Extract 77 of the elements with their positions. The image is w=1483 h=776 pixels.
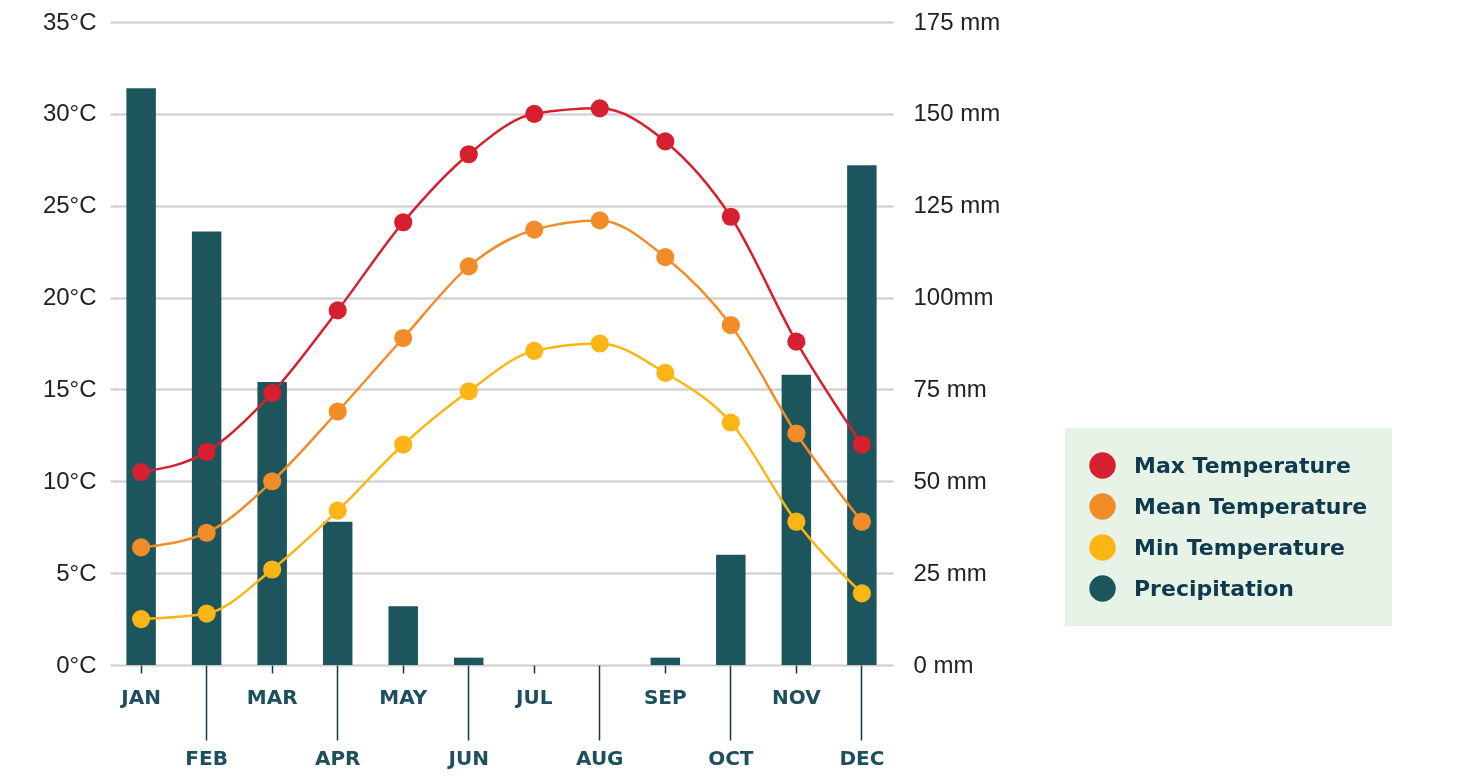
x-tick-label: MAY — [379, 684, 428, 709]
y-tick-label: 0°C — [56, 650, 97, 678]
point — [656, 132, 675, 151]
bar — [388, 606, 418, 665]
y-tick-label: 15°C — [42, 374, 97, 402]
point — [787, 512, 806, 531]
point — [132, 610, 151, 629]
point — [525, 104, 544, 123]
bar — [847, 165, 877, 665]
x-tick-label: FEB — [185, 745, 228, 770]
point — [394, 328, 413, 348]
x-tick-label: JUL — [514, 684, 553, 709]
x-tick-label: MAR — [246, 684, 298, 709]
bar — [716, 554, 746, 665]
point — [721, 413, 740, 432]
y-tick-label: 30°C — [42, 99, 97, 127]
x-tick-label: AUG — [576, 745, 624, 770]
point — [459, 257, 478, 276]
y2-tick-label: 25 mm — [913, 558, 987, 586]
y-tick-label: 35°C — [42, 7, 97, 35]
legend-label: Min Temperature — [1134, 534, 1345, 560]
point — [590, 334, 609, 353]
point — [328, 402, 347, 421]
y2-tick-label: 175 mm — [913, 7, 1001, 35]
point — [197, 604, 216, 623]
legend-label: Max Temperature — [1134, 452, 1351, 478]
point — [132, 463, 151, 482]
legend-label: Mean Temperature — [1134, 493, 1368, 519]
point — [525, 341, 544, 360]
y2-tick-label: 75 mm — [913, 374, 987, 402]
bar — [126, 88, 156, 665]
y-tick-label: 5°C — [56, 558, 97, 586]
x-tick-label: JAN — [119, 684, 161, 709]
point — [328, 501, 347, 520]
point — [328, 301, 347, 320]
point — [721, 316, 740, 335]
x-tick-label: JUN — [446, 745, 489, 770]
y-tick-label: 20°C — [42, 283, 97, 311]
point — [197, 442, 216, 461]
point — [852, 512, 871, 531]
point — [263, 472, 282, 491]
point — [852, 435, 871, 454]
point — [656, 248, 675, 267]
bar — [781, 374, 812, 665]
point — [197, 523, 216, 542]
legend-label: Precipitation — [1134, 575, 1294, 601]
point — [394, 435, 413, 454]
point — [132, 538, 151, 557]
y2-tick-label: 100mm — [913, 283, 994, 311]
x-tick-label: OCT — [708, 745, 754, 770]
bar — [454, 657, 484, 665]
bar — [191, 231, 222, 665]
point — [656, 363, 675, 382]
y2-tick-label: 125 mm — [913, 191, 1001, 219]
y-tick-label: 25°C — [42, 191, 97, 219]
point — [263, 560, 282, 579]
point — [263, 384, 282, 403]
point — [787, 332, 806, 351]
y2-tick-label: 150 mm — [913, 99, 1001, 127]
y2-tick-label: 50 mm — [913, 466, 987, 494]
point — [394, 213, 413, 232]
point — [525, 220, 544, 239]
x-tick-label: NOV — [772, 684, 822, 709]
x-tick-label: SEP — [643, 684, 687, 709]
point — [459, 382, 478, 401]
point — [721, 207, 740, 226]
point — [852, 584, 871, 603]
point — [590, 211, 609, 230]
bar — [322, 521, 353, 665]
point — [459, 145, 478, 164]
point — [787, 424, 806, 443]
x-tick-label: DEC — [839, 745, 885, 770]
y2-tick-label: 0 mm — [913, 650, 974, 678]
point — [590, 99, 609, 118]
y-tick-label: 10°C — [42, 466, 97, 494]
x-tick-label: APR — [314, 745, 361, 770]
bar — [650, 657, 681, 665]
